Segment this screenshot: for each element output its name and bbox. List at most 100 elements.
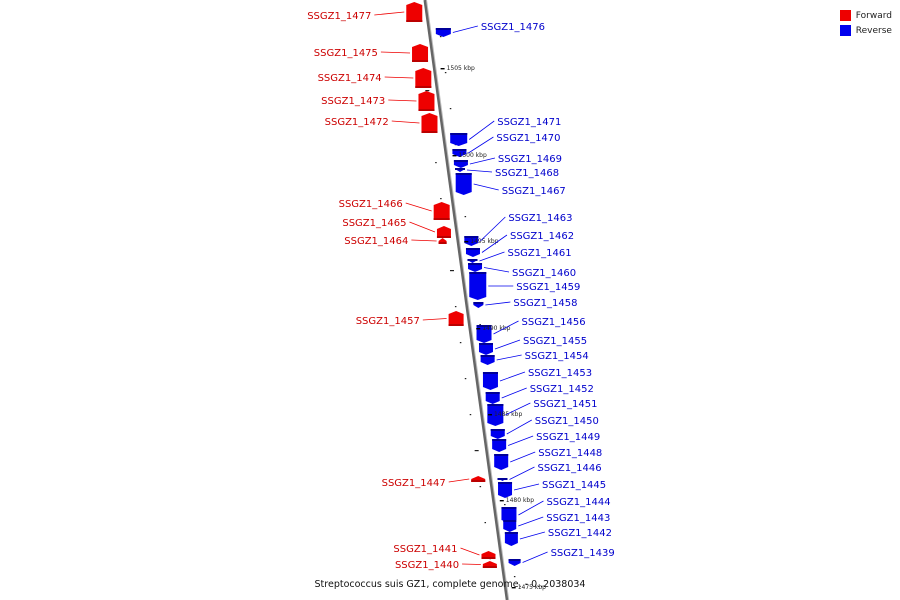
reverse-gene [435, 28, 451, 37]
legend: Forward Reverse [839, 8, 892, 38]
reverse-gene-edge [453, 160, 468, 162]
reverse-leader-line [466, 169, 493, 173]
reverse-gene-label: SSGZ1_1449 [536, 432, 600, 443]
forward-leader-line [380, 51, 411, 54]
reverse-gene-label: SSGZ1_1444 [546, 497, 610, 508]
forward-gene [421, 113, 438, 133]
scale-tick-label: 1485 kbp [494, 411, 522, 418]
scale-tick-mark [464, 241, 469, 243]
reverse-leader-line [473, 183, 499, 191]
reverse-gene-label: SSGZ1_1460 [512, 268, 576, 279]
reverse-gene [464, 236, 479, 246]
forward-gene-edge [482, 566, 497, 568]
forward-gene-edge [418, 109, 435, 111]
reverse-gene [476, 325, 492, 343]
reverse-gene [469, 272, 487, 300]
reverse-gene-label: SSGZ1_1456 [522, 317, 586, 328]
forward-gene-edge [421, 131, 438, 133]
reverse-leader-line [452, 25, 478, 33]
scale-tick-mark [511, 587, 516, 589]
ruler-dash [444, 72, 447, 74]
ruler-dash [479, 486, 482, 488]
reverse-gene-label: SSGZ1_1476 [481, 22, 545, 33]
reverse-gene-edge [469, 272, 487, 274]
reverse-gene-edge [468, 263, 483, 265]
forward-gene-label: SSGZ1_1472 [325, 117, 389, 128]
reverse-gene-label: SSGZ1_1451 [533, 399, 597, 410]
forward-leader-line [391, 120, 420, 124]
reverse-gene-label: SSGZ1_1462 [510, 231, 574, 242]
reverse-gene-edge [464, 236, 479, 238]
forward-gene [418, 91, 435, 111]
scale-tick-mark [440, 68, 445, 70]
forward-leader-line [374, 11, 405, 16]
legend-label-forward: Forward [855, 10, 892, 21]
scale-tick-label: 1500 kbp [459, 152, 487, 159]
reverse-swatch [839, 25, 851, 36]
reverse-gene [498, 482, 513, 498]
reverse-gene-label: SSGZ1_1445 [542, 480, 606, 491]
ruler-dash [449, 270, 454, 272]
ruler-dash [425, 90, 430, 92]
scale-tick-mark [452, 155, 457, 157]
reverse-leader-line [510, 451, 536, 463]
reverse-gene [485, 392, 500, 404]
legend-item-forward: Forward [839, 8, 892, 23]
reverse-gene-edge [497, 478, 508, 480]
forward-gene-label: SSGZ1_1474 [318, 73, 382, 84]
reverse-gene-label: SSGZ1_1448 [538, 448, 602, 459]
ruler-dash [464, 378, 467, 380]
reverse-gene [487, 404, 504, 426]
ruler-dash [464, 216, 467, 218]
reverse-gene [492, 439, 507, 452]
reverse-gene-edge [490, 429, 505, 431]
reverse-leader-line [483, 267, 510, 273]
reverse-leader-line [499, 371, 526, 382]
forward-swatch [839, 10, 851, 21]
reverse-leader-line [481, 234, 508, 253]
reverse-gene-label: SSGZ1_1471 [497, 117, 561, 128]
reverse-gene-label: SSGZ1_1450 [535, 416, 599, 427]
ruler-dash [479, 324, 481, 326]
forward-gene [433, 202, 450, 220]
reverse-gene-edge [455, 168, 466, 170]
reverse-gene-edge [492, 439, 507, 441]
reverse-gene-edge [494, 454, 509, 456]
forward-gene-label: SSGZ1_1477 [307, 11, 371, 22]
forward-gene-edge [412, 60, 429, 62]
reverse-gene-label: SSGZ1_1469 [498, 154, 562, 165]
scale-tick-mark [487, 414, 492, 416]
reverse-leader-line [508, 435, 534, 446]
reverse-gene [504, 532, 518, 546]
reverse-gene-edge [435, 28, 451, 30]
ruler-dash [449, 108, 452, 110]
reverse-leader-line [518, 516, 544, 527]
reverse-gene-label: SSGZ1_1452 [530, 384, 594, 395]
forward-gene-label: SSGZ1_1464 [344, 236, 408, 247]
genome-caption: Streptococcus suis GZ1, complete genome.… [314, 579, 586, 590]
forward-gene-label: SSGZ1_1473 [321, 96, 385, 107]
forward-leader-line [388, 99, 417, 102]
reverse-gene-label: SSGZ1_1459 [516, 282, 580, 293]
reverse-leader-line [519, 531, 545, 540]
forward-leader-line [411, 239, 437, 242]
forward-gene-label: SSGZ1_1440 [395, 560, 459, 571]
forward-leader-line [409, 221, 436, 233]
forward-gene-edge [471, 480, 486, 482]
forward-leader-line [448, 478, 470, 483]
forward-leader-line [405, 202, 432, 212]
scale-tick-label: 1505 kbp [447, 65, 475, 72]
reverse-gene-edge [476, 325, 492, 327]
legend-item-reverse: Reverse [839, 23, 892, 38]
reverse-leader-line [494, 339, 521, 350]
reverse-gene-label: SSGZ1_1463 [508, 213, 572, 224]
reverse-gene-edge [473, 302, 484, 304]
scale-tick-mark [499, 500, 504, 502]
reverse-gene-edge [480, 355, 495, 357]
reverse-gene [494, 454, 509, 470]
reverse-leader-line [518, 500, 544, 516]
reverse-gene-edge [467, 259, 478, 261]
reverse-gene-label: SSGZ1_1439 [551, 548, 615, 559]
forward-gene-label: SSGZ1_1457 [356, 316, 420, 327]
